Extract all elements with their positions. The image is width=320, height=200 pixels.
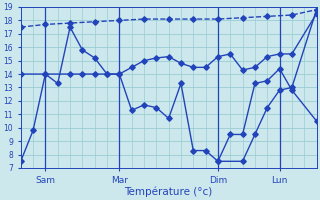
X-axis label: Température (°c): Température (°c): [124, 186, 213, 197]
